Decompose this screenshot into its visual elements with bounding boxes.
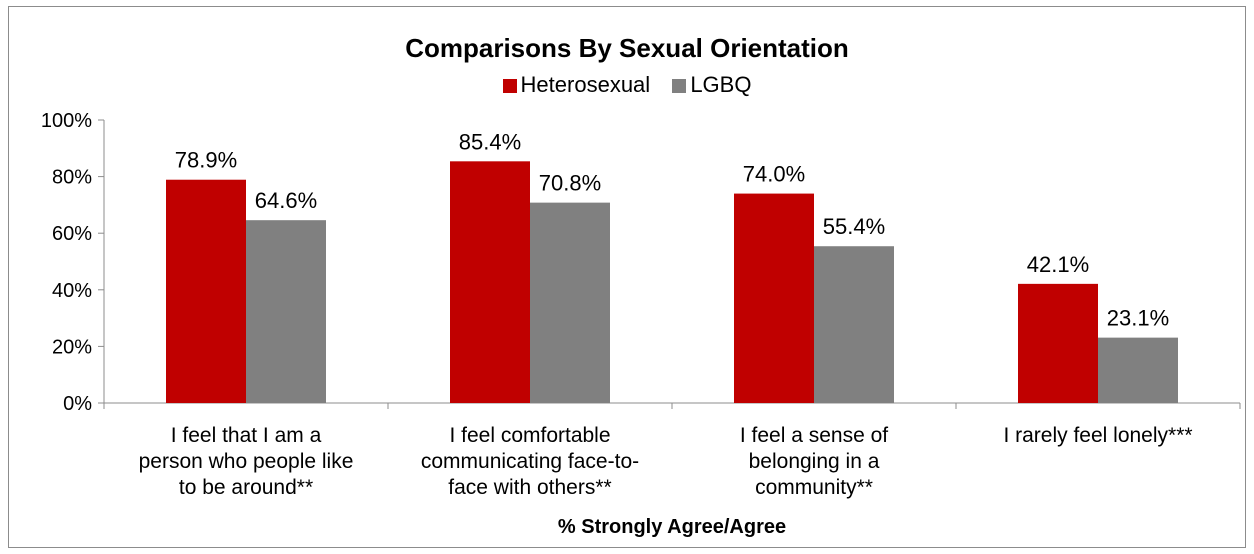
legend-swatch-heterosexual [502, 79, 517, 93]
bar-lgbq-2 [814, 246, 894, 403]
x-category-label: I feel a sense of [740, 424, 888, 447]
x-category-label: to be around** [179, 476, 313, 499]
data-label-heterosexual-3: 42.1% [1027, 252, 1089, 277]
legend-label-heterosexual: Heterosexual [520, 72, 651, 97]
legend-label-lgbq: LGBQ [690, 72, 752, 97]
x-axis-title: % Strongly Agree/Agree [558, 516, 786, 538]
data-label-lgbq-3: 23.1% [1107, 306, 1169, 331]
bar-heterosexual-2 [734, 193, 814, 403]
x-category-label: communicating face-to- [421, 450, 639, 473]
y-tick-label: 80% [52, 167, 92, 189]
bar-heterosexual-0 [166, 179, 246, 403]
data-label-lgbq-2: 55.4% [823, 214, 885, 239]
data-label-heterosexual-2: 74.0% [743, 162, 805, 187]
y-tick-label: 20% [52, 336, 92, 358]
y-tick-label: 40% [52, 280, 92, 302]
y-tick-label: 100% [41, 110, 92, 132]
data-label-lgbq-0: 64.6% [255, 188, 317, 213]
x-category-label: I feel that I am a [171, 424, 322, 447]
legend-swatch-lgbq [672, 79, 687, 93]
legend-item-heterosexual: Heterosexual [502, 72, 651, 98]
bar-lgbq-3 [1098, 337, 1178, 403]
y-tick-label: 60% [52, 223, 92, 245]
x-category-label: belonging in a [749, 450, 880, 473]
bar-heterosexual-3 [1018, 283, 1098, 403]
bar-lgbq-0 [246, 220, 326, 403]
bar-lgbq-1 [530, 202, 610, 403]
x-category-label: person who people like [139, 450, 354, 473]
data-label-heterosexual-1: 85.4% [459, 129, 521, 154]
chart-legend: Heterosexual LGBQ [0, 72, 1254, 98]
data-label-heterosexual-0: 78.9% [175, 148, 237, 173]
y-tick-label: 0% [63, 393, 92, 415]
x-category-label: I feel comfortable [449, 424, 610, 447]
chart-title: Comparisons By Sexual Orientation [405, 33, 849, 63]
x-category-label: I rarely feel lonely*** [1003, 424, 1192, 447]
data-label-lgbq-1: 70.8% [539, 171, 601, 196]
legend-item-lgbq: LGBQ [672, 72, 751, 98]
x-category-label: community** [755, 476, 873, 499]
x-category-label: face with others** [448, 476, 611, 499]
bar-heterosexual-1 [450, 161, 530, 403]
